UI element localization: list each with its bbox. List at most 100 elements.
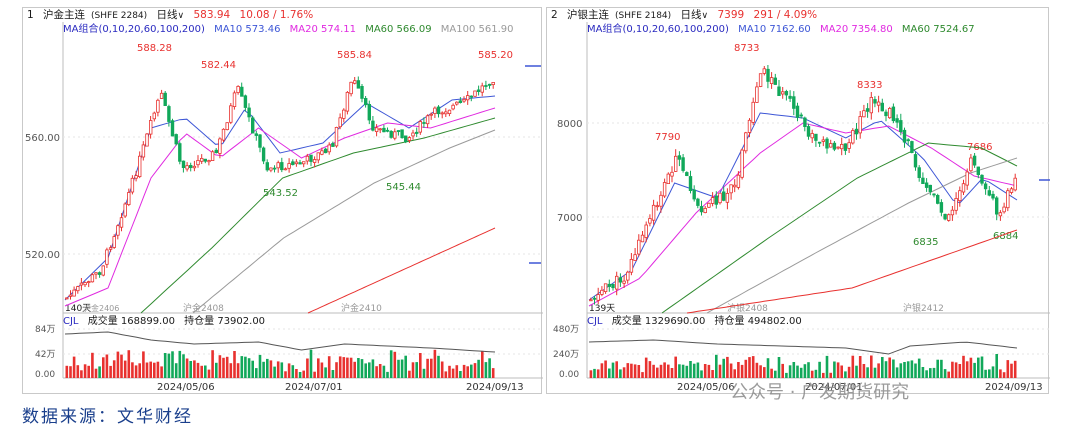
gold-period-selector[interactable]: 日线∨: [157, 9, 185, 21]
candle-body: [422, 122, 426, 124]
volume-bar: [218, 355, 222, 378]
candle-body: [207, 160, 211, 163]
volume-bar: [633, 364, 637, 378]
volume-bar: [744, 359, 748, 378]
volume-bar: [626, 363, 630, 378]
volume-bar: [792, 362, 796, 378]
volume-bar: [411, 362, 415, 378]
candle-body: [976, 166, 980, 175]
volume-bar: [87, 365, 90, 378]
silver-period-selector[interactable]: 日线∨: [681, 9, 709, 21]
candle-body: [83, 282, 87, 286]
volume-bar: [386, 371, 389, 378]
volume-bar: [222, 357, 225, 378]
volume-bar: [888, 357, 891, 378]
volume-bar: [459, 371, 462, 378]
candle-body: [119, 217, 124, 228]
volume-bar: [962, 355, 965, 378]
gold-oi-label: 持仓量 73902.00: [184, 316, 266, 327]
volume-bar: [611, 362, 615, 378]
candle-body: [97, 272, 102, 275]
gold-contract-2408: 沪金2408: [183, 302, 224, 314]
chevron-down-icon: ∨: [177, 11, 185, 21]
volume-bar: [404, 355, 407, 378]
volume-bar: [925, 370, 928, 378]
gold-cjl-selector[interactable]: CJL: [63, 316, 79, 327]
volume-bar: [211, 350, 214, 378]
candle-body: [828, 143, 833, 148]
candle-body: [954, 197, 958, 211]
volume-bar: [700, 370, 703, 378]
candle-body: [188, 164, 193, 168]
candle-body: [403, 135, 408, 143]
silver-high-7790: 7790: [655, 132, 680, 143]
volume-bar: [667, 364, 670, 378]
gold-ma60-label: MA60 566.09: [365, 24, 432, 35]
candle-body: [360, 86, 364, 99]
candle-body: [265, 162, 269, 171]
candle-body: [141, 144, 146, 158]
candle-body: [740, 149, 744, 178]
volume-bar: [163, 353, 167, 378]
gold-candlestick-chart[interactable]: 560.00 520.00 84万 42万 0.00 2024/05/06 20…: [23, 8, 543, 395]
gold-ma100-label: MA100 561.90: [440, 24, 514, 35]
silver-low-6884: 6884: [993, 231, 1018, 242]
open-interest-line: [588, 339, 1018, 355]
volume-bar: [153, 362, 156, 378]
candle-body: [116, 225, 120, 236]
silver-chart-panel[interactable]: 2 沪银主连 (SHFE 2184) 日线∨ 7399 291 / 4.09% M…: [546, 7, 1050, 395]
volume-bar: [755, 362, 759, 378]
candle-body: [607, 283, 611, 287]
candle-body: [902, 129, 907, 143]
volume-bar: [954, 362, 958, 378]
gold-ma-combo-label[interactable]: MA组合(0,10,20,60,100,200): [63, 24, 205, 35]
candle-body: [221, 128, 226, 141]
candle-body: [884, 111, 888, 117]
volume-bar: [807, 362, 810, 378]
silver-x-label-0913: 2024/09/13: [985, 382, 1043, 393]
open-interest-line: [64, 331, 496, 353]
candle-body: [939, 202, 944, 213]
volume-bar: [491, 368, 495, 378]
volume-bar: [437, 355, 440, 378]
volume-bar: [204, 365, 207, 378]
volume-bar: [448, 365, 451, 378]
volume-bar: [991, 366, 995, 378]
volume-bar: [656, 367, 659, 378]
candle-body: [928, 184, 932, 193]
volume-bar: [689, 361, 692, 378]
volume-bar: [803, 364, 807, 378]
candle-body: [287, 163, 291, 169]
candle-body: [876, 101, 881, 106]
gold-high-588-28: 588.28: [137, 43, 172, 54]
candle-body: [356, 80, 361, 89]
candle-body: [181, 160, 186, 169]
candle-body: [396, 130, 401, 133]
candle-body: [839, 143, 844, 150]
volume-bar: [477, 359, 480, 378]
silver-ma-combo-label[interactable]: MA组合(0,10,20,60,100,200): [587, 24, 729, 35]
gold-ma20-line: [64, 107, 496, 307]
gold-chart-panel[interactable]: 1 沪金主连 (SHFE 2284) 日线∨ 583.94 10.08 / 1.7…: [22, 7, 543, 395]
volume-bar: [284, 371, 287, 378]
candle-body: [751, 101, 755, 123]
candle-body: [699, 206, 704, 213]
silver-candlestick-chart[interactable]: 8000 7000 480万 240万 0.00 2024/05/06 2024…: [547, 8, 1050, 395]
candle-body: [626, 271, 630, 281]
candle-body: [659, 194, 663, 207]
silver-cjl-selector[interactable]: CJL: [587, 316, 603, 327]
candle-body: [240, 86, 244, 97]
volume-bar: [740, 364, 744, 378]
candle-body: [65, 297, 69, 300]
candle-body: [662, 182, 667, 197]
silver-vol-y-label-240: 240万: [553, 350, 579, 360]
volume-bar: [774, 370, 777, 378]
volume-bar: [988, 369, 991, 378]
candle-body: [451, 104, 455, 110]
candle-body: [946, 214, 951, 221]
volume-bar: [200, 365, 203, 378]
candle-body: [843, 143, 848, 151]
volume-bar: [1006, 360, 1010, 378]
volume-bar: [422, 368, 426, 378]
silver-high-8333: 8333: [857, 80, 882, 91]
